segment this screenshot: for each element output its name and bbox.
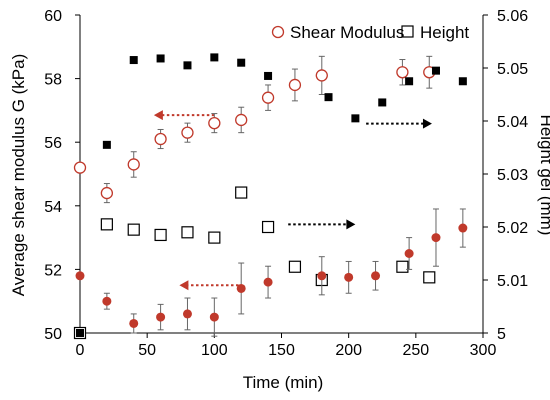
shear-modulus-point <box>261 91 275 104</box>
height-point <box>154 228 167 242</box>
shear-modulus-filled-point <box>431 233 441 243</box>
x-tick-label: 100 <box>201 342 228 359</box>
height-point <box>261 220 275 234</box>
y-right-tick-label: 5.01 <box>497 273 528 290</box>
legend-height-label: Height <box>420 23 469 42</box>
arrow-head-0 <box>153 110 163 121</box>
y-left-tick-label: 56 <box>44 135 62 152</box>
height-filled-point <box>76 329 84 337</box>
shear-modulus-filled-point <box>182 309 192 319</box>
legend-height-marker <box>401 25 414 38</box>
shear-modulus-filled-point <box>371 271 381 281</box>
x-axis-title: Time (min) <box>243 373 324 392</box>
height-filled-point <box>351 114 360 123</box>
y-right-tick-label: 5.06 <box>497 8 528 25</box>
x-tick-label: 200 <box>335 342 362 359</box>
shear-modulus-point <box>100 186 114 200</box>
shear-modulus-point <box>154 132 167 146</box>
arrow-head-2 <box>346 219 356 230</box>
height-filled-point <box>210 53 219 62</box>
shear-modulus-filled-point <box>209 312 219 322</box>
height-filled-point <box>378 98 387 107</box>
height-point <box>235 186 248 199</box>
height-point <box>423 271 436 284</box>
x-tick-label: 150 <box>268 342 295 359</box>
y-right-tick-label: 5.03 <box>497 167 528 184</box>
legend-shear-modulus-marker <box>271 25 285 39</box>
height-filled-point <box>264 71 273 80</box>
height-point <box>181 226 194 239</box>
y-axis-right-title: Height gel (mm) <box>537 115 550 236</box>
shear-modulus-point <box>127 158 140 171</box>
shear-modulus-point <box>181 126 194 139</box>
shear-modulus-filled-point <box>102 296 112 306</box>
height-filled-point <box>183 61 192 70</box>
legend-shear-modulus-label: Shear Modulus <box>290 23 404 42</box>
shear-modulus-filled-point <box>236 283 246 293</box>
arrow-head-3 <box>179 280 189 291</box>
legend: Shear Modulus Height <box>271 23 469 42</box>
height-point <box>396 260 409 273</box>
shear-modulus-point <box>235 113 248 127</box>
shear-modulus-filled-point <box>75 271 85 281</box>
x-tick-label: 300 <box>470 342 497 359</box>
height-point <box>208 231 221 244</box>
height-filled-point <box>129 56 138 65</box>
height-filled-point <box>156 54 165 63</box>
shear-modulus-point <box>73 161 87 174</box>
height-filled-point <box>237 58 246 67</box>
height-filled-point <box>458 77 467 86</box>
y-right-tick-label: 5.04 <box>497 114 528 131</box>
shear-modulus-filled-point <box>344 272 354 282</box>
arrow-head-1 <box>422 118 432 129</box>
y-axis-left-title: Average shear modulus G (kPa) <box>9 54 28 297</box>
shear-modulus-point <box>396 66 409 79</box>
height-filled-point <box>431 66 440 75</box>
x-tick-label: 50 <box>138 342 156 359</box>
height-filled-point <box>102 140 111 149</box>
plot-layer: 0 50 100 150 200 250 300 50 52 54 56 58 60 5 5.01 5.02 5… <box>44 8 528 359</box>
y-right-tick-label: 5 <box>497 326 506 343</box>
y-left-tick-label: 54 <box>44 199 62 216</box>
shear-modulus-filled-point <box>404 249 414 258</box>
y-right-tick-label: 5.05 <box>497 61 528 78</box>
x-tick-label: 0 <box>76 342 85 359</box>
height-point <box>100 218 113 231</box>
shear-modulus-filled-point <box>129 318 139 328</box>
height-point <box>127 223 140 236</box>
shear-modulus-point <box>208 116 221 130</box>
height-filled-point <box>324 93 333 102</box>
y-left-tick-label: 58 <box>44 72 62 89</box>
y-right-tick-label: 5.02 <box>497 220 528 237</box>
height-filled-point <box>405 77 414 86</box>
shear-modulus-filled-point <box>156 312 166 322</box>
height-point <box>288 260 302 273</box>
shear-modulus-filled-point <box>317 271 327 281</box>
shear-modulus-filled-point <box>458 223 468 233</box>
x-tick-label: 250 <box>402 342 429 359</box>
y-left-tick-label: 50 <box>44 326 62 343</box>
shear-modulus-point <box>288 78 302 92</box>
y-left-tick-label: 60 <box>44 8 62 25</box>
shear-modulus-filled-point <box>263 277 273 287</box>
y-left-tick-label: 52 <box>44 262 62 279</box>
shear-modulus-point <box>315 69 328 82</box>
